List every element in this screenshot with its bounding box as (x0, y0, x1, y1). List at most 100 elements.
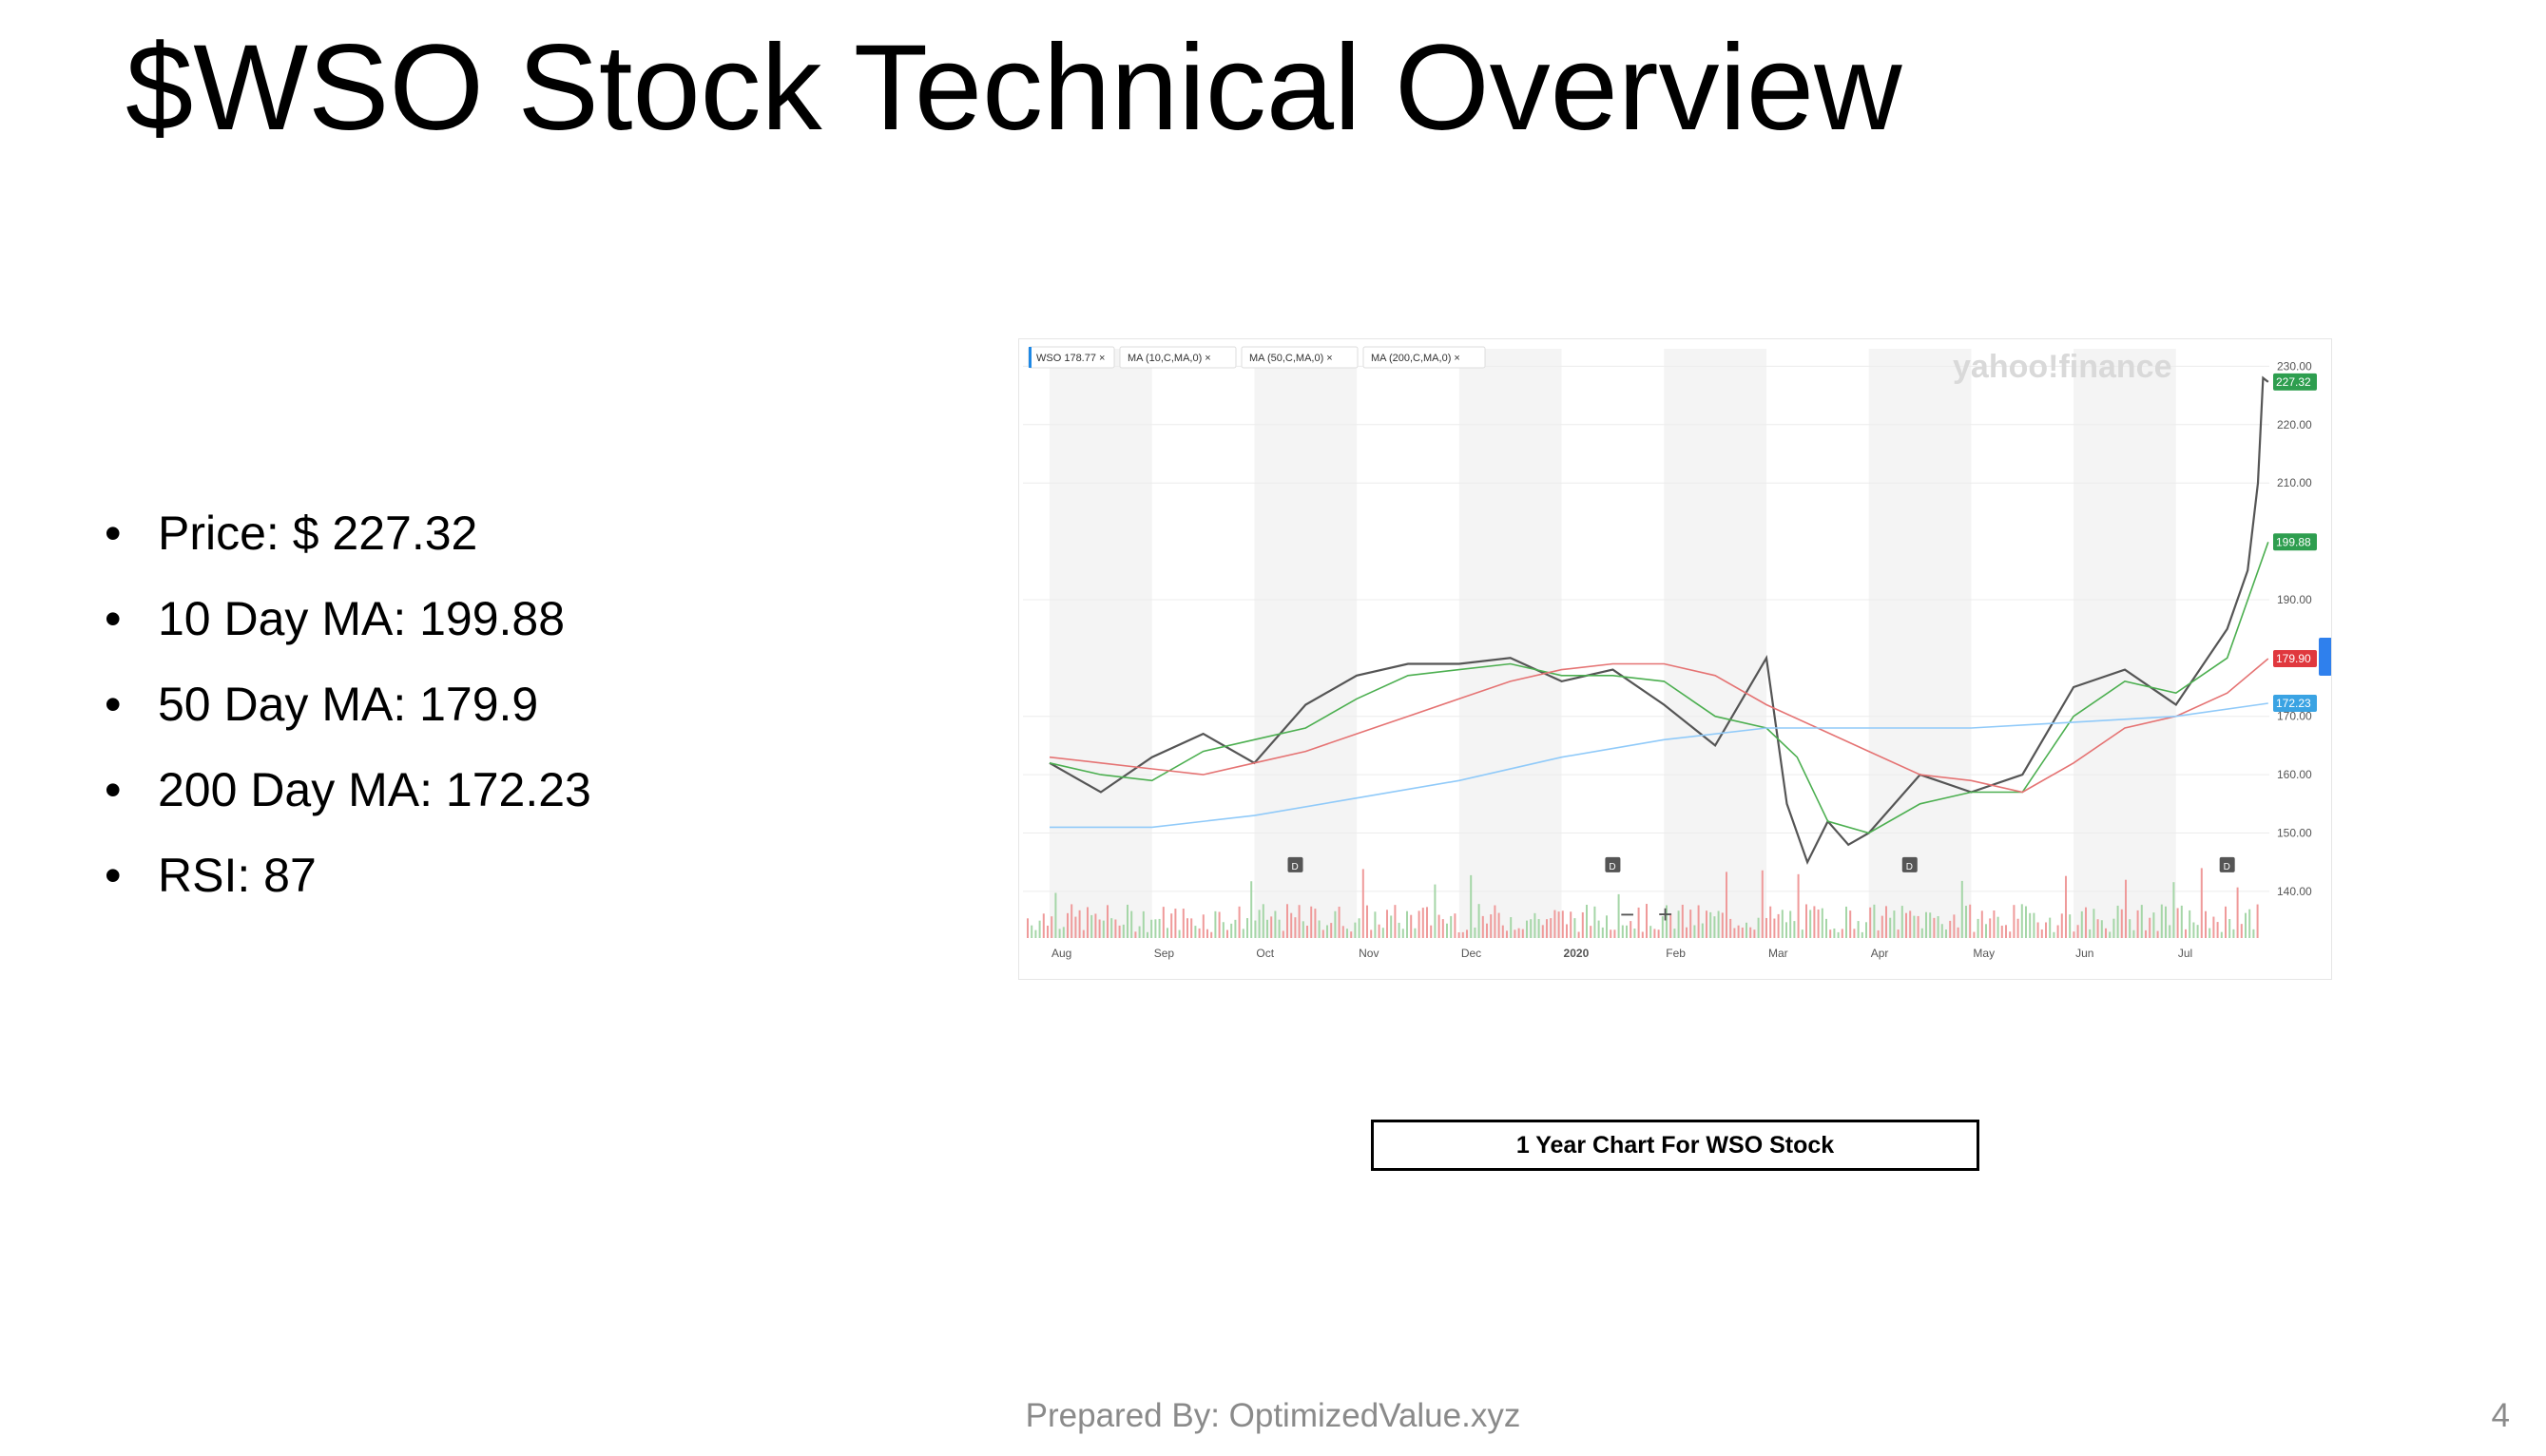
volume-bar (1929, 912, 1932, 938)
volume-bar (1597, 920, 1600, 938)
volume-bar (2036, 922, 2039, 938)
volume-bar (1477, 904, 1480, 938)
volume-bar (2125, 879, 2127, 938)
y-tick-label: 150.00 (2277, 827, 2312, 840)
volume-bar (1590, 926, 1592, 938)
volume-bar (1054, 892, 1057, 938)
volume-bar (1925, 911, 1927, 938)
volume-bar (1773, 918, 1776, 938)
x-tick-label: Apr (1871, 947, 1889, 960)
volume-bar (1058, 929, 1061, 938)
volume-bar (2252, 929, 2255, 938)
x-tick-label: 2020 (1564, 947, 1590, 960)
volume-bar (1218, 911, 1221, 938)
volume-bar (1900, 906, 1903, 938)
month-band (1050, 349, 1152, 938)
volume-bar (2060, 913, 2063, 938)
volume-bar (1566, 924, 1568, 938)
volume-bar (1606, 915, 1608, 938)
volume-bar (2009, 931, 2012, 938)
volume-bar (1450, 915, 1453, 938)
legend-price-marker (1029, 347, 1032, 368)
volume-bar (1430, 925, 1433, 938)
volume-bar (1761, 870, 1764, 938)
volume-bar (2149, 917, 2151, 938)
volume-bar (1206, 929, 1208, 938)
volume-bar (2216, 922, 2219, 938)
volume-bar (1254, 920, 1257, 938)
volume-bar (2096, 919, 2099, 938)
price-label-box (2273, 695, 2317, 713)
volume-bar (1138, 926, 1141, 938)
volume-bar (1697, 905, 1700, 938)
y-tick-label: 160.00 (2277, 768, 2312, 781)
zoom-in-button: + (1658, 900, 1672, 929)
volume-bar (1937, 916, 1939, 938)
volume-bar (1087, 907, 1089, 938)
volume-bar (1757, 917, 1760, 938)
volume-bar (1996, 916, 1999, 938)
stock-chart[interactable]: 140.00 150.00 160.00 170.00 190.00 210.00 220.… (1018, 338, 2332, 980)
price-label-box (2273, 373, 2317, 391)
volume-bar (2212, 916, 2215, 938)
volume-bar (1969, 904, 1972, 938)
x-tick-label: May (1973, 947, 1995, 960)
volume-bar (1677, 910, 1680, 938)
volume-bar (1210, 931, 1213, 938)
stock-chart-svg[interactable]: 140.00 150.00 160.00 170.00 190.00 210.00 220.… (1019, 339, 2331, 979)
volume-bar (1338, 906, 1341, 938)
volume-bar (1885, 906, 1887, 938)
dividend-marker-label: D (1292, 862, 1299, 872)
volume-bar (1127, 904, 1128, 938)
volume-bar (1082, 929, 1085, 938)
volume-bar (1706, 910, 1707, 938)
volume-bar (2192, 922, 2195, 938)
volume-bar (1262, 904, 1264, 938)
volume-bar (1661, 916, 1664, 938)
volume-bar (2232, 929, 2235, 938)
volume-bar (2132, 929, 2135, 938)
volume-bar (1314, 909, 1317, 938)
volume-bar (1150, 919, 1153, 938)
yahoo-finance-watermark: yahoo!finance (1953, 349, 2171, 385)
volume-bar (1853, 929, 1856, 938)
volume-bar (1693, 925, 1696, 938)
volume-bar (1381, 928, 1384, 938)
volume-bar (2172, 882, 2175, 938)
volume-bar (1178, 929, 1181, 938)
volume-bar (1461, 931, 1464, 938)
volume-bar (1793, 921, 1796, 938)
volume-bar (1118, 925, 1121, 938)
volume-bar (1841, 929, 1843, 938)
month-band (2073, 349, 2176, 938)
dividend-marker (1605, 856, 1621, 872)
volume-bar (2220, 931, 2223, 938)
volume-bar (1829, 929, 1832, 938)
volume-bar (1813, 906, 1816, 938)
volume-bar (1182, 909, 1185, 938)
y-tick-label: 190.00 (2277, 593, 2312, 606)
volume-bar (1909, 910, 1912, 938)
volume-bar (2208, 928, 2211, 938)
volume-bar (1869, 907, 1872, 938)
volume-bar (1537, 919, 1540, 938)
volume-bar (1641, 931, 1644, 938)
volume-bar (1510, 917, 1513, 938)
volume-bar (1837, 931, 1840, 938)
volume-bar (1977, 918, 1979, 938)
volume-bar (1733, 928, 1736, 938)
volume-bar (2129, 919, 2131, 938)
volume-bar (2069, 914, 2072, 938)
volume-bar (1294, 917, 1297, 938)
price-label-box (2273, 649, 2317, 667)
volume-bar (1621, 925, 1624, 938)
volume-bar (2100, 920, 2103, 938)
volume-bar (1833, 928, 1836, 938)
volume-bar (1386, 910, 1388, 938)
volume-bar (1410, 914, 1413, 938)
volume-bar (1426, 907, 1428, 938)
legend-tag-label: MA (10,C,MA,0) × (1128, 353, 1211, 364)
footer-credit: Prepared By: OptimizedValue.xyz (1025, 1397, 1521, 1434)
volume-bar (1613, 929, 1616, 938)
volume-bar (2136, 910, 2139, 938)
